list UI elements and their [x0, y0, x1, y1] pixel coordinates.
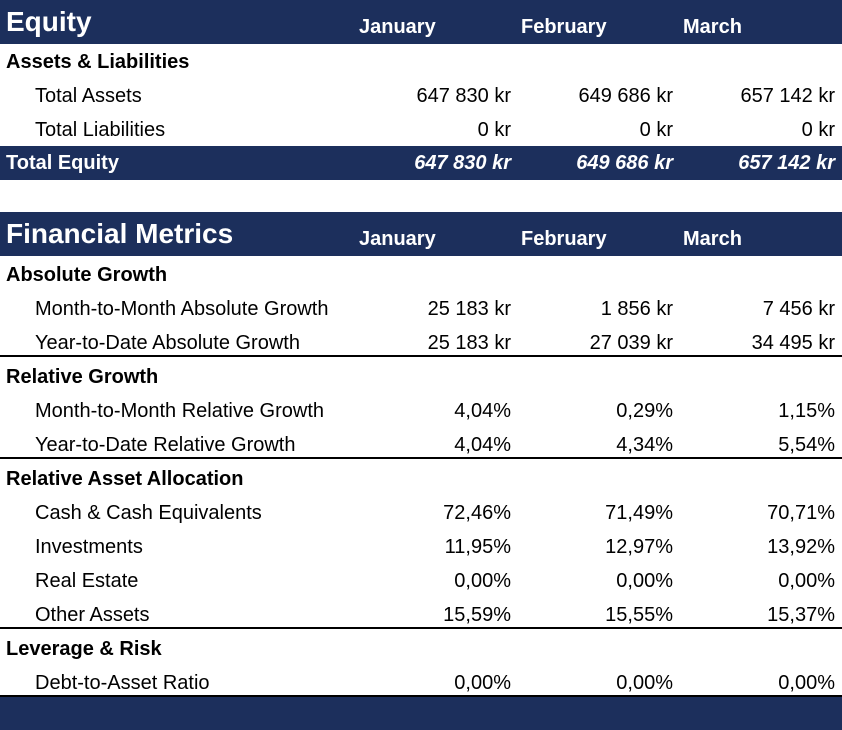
- value-march: 13,92%: [767, 536, 835, 558]
- value-february: 12,97%: [605, 536, 673, 558]
- row-label: Year-to-Date Relative Growth: [35, 434, 296, 456]
- section-title: Absolute Growth: [6, 264, 168, 286]
- value-january: 4,04%: [454, 434, 511, 456]
- equity-month-february: February: [521, 16, 607, 38]
- value-january: 72,46%: [443, 502, 511, 524]
- section-title: Relative Growth: [6, 366, 159, 388]
- value-february: 0,29%: [616, 400, 673, 422]
- value-march: 0 kr: [801, 119, 835, 141]
- value-march: 7 456 kr: [762, 298, 835, 320]
- section-row: Leverage & Risk: [0, 632, 842, 666]
- value-january: 4,04%: [454, 400, 511, 422]
- equity-title: Equity: [6, 6, 92, 37]
- equity-header: Equity January February March: [0, 0, 842, 44]
- total-equity-row: Total Equity 647 830 kr 649 686 kr 657 1…: [0, 146, 842, 180]
- value-february: 71,49%: [605, 502, 673, 524]
- section-divider: [0, 355, 842, 357]
- row-label: Month-to-Month Relative Growth: [35, 400, 325, 422]
- value-january: 25 183 kr: [427, 332, 511, 354]
- value-march: 657 142 kr: [740, 85, 835, 107]
- value-february: 27 039 kr: [589, 332, 673, 354]
- section-divider: [0, 457, 842, 459]
- table-row: Year-to-Date Relative Growth 4,04% 4,34%…: [0, 428, 842, 462]
- section-row: Assets & Liabilities: [0, 45, 842, 79]
- row-label: Investments: [35, 536, 143, 558]
- section-title: Relative Asset Allocation: [6, 468, 244, 490]
- metrics-title: Financial Metrics: [6, 218, 234, 249]
- total-value-february: 649 686 kr: [576, 152, 673, 174]
- table-row: Year-to-Date Absolute Growth 25 183 kr 2…: [0, 326, 842, 360]
- value-january: 0 kr: [477, 119, 511, 141]
- table-row: Total Assets 647 830 kr 649 686 kr 657 1…: [0, 79, 842, 113]
- value-march: 5,54%: [778, 434, 835, 456]
- table-row: Total Liabilities 0 kr 0 kr 0 kr: [0, 113, 842, 147]
- equity-month-march: March: [683, 16, 742, 38]
- value-january: 15,59%: [443, 604, 511, 626]
- value-february: 0,00%: [616, 570, 673, 592]
- metrics-month-march: March: [683, 228, 742, 250]
- total-equity-label: Total Equity: [6, 152, 119, 174]
- table-row: Debt-to-Asset Ratio 0,00% 0,00% 0,00%: [0, 666, 842, 700]
- table-row: Real Estate 0,00% 0,00% 0,00%: [0, 564, 842, 598]
- value-march: 0,00%: [778, 570, 835, 592]
- row-label: Other Assets: [35, 604, 150, 626]
- section-divider: [0, 627, 842, 629]
- equity-month-january: January: [359, 16, 436, 38]
- row-label: Debt-to-Asset Ratio: [35, 672, 210, 694]
- value-january: 11,95%: [444, 536, 511, 558]
- section-divider: [0, 695, 842, 697]
- value-february: 15,55%: [605, 604, 673, 626]
- value-march: 34 495 kr: [751, 332, 835, 354]
- table-row: Month-to-Month Relative Growth 4,04% 0,2…: [0, 394, 842, 428]
- table-row: Cash & Cash Equivalents 72,46% 71,49% 70…: [0, 496, 842, 530]
- row-label: Real Estate: [35, 570, 139, 592]
- section-title: Assets & Liabilities: [6, 51, 190, 73]
- value-february: 649 686 kr: [578, 85, 673, 107]
- section-title: Leverage & Risk: [6, 638, 162, 660]
- section-row: Relative Asset Allocation: [0, 462, 842, 496]
- value-march: 1,15%: [778, 400, 835, 422]
- row-label: Total Assets: [35, 85, 142, 107]
- metrics-month-january: January: [359, 228, 436, 250]
- value-january: 25 183 kr: [427, 298, 511, 320]
- row-label: Cash & Cash Equivalents: [35, 502, 262, 524]
- section-row: Absolute Growth: [0, 258, 842, 292]
- table-row: Month-to-Month Absolute Growth 25 183 kr…: [0, 292, 842, 326]
- metrics-header: Financial Metrics January February March: [0, 212, 842, 256]
- value-january: 0,00%: [454, 672, 511, 694]
- row-label: Year-to-Date Absolute Growth: [35, 332, 300, 354]
- table-row: Other Assets 15,59% 15,55% 15,37%: [0, 598, 842, 632]
- value-february: 0 kr: [639, 119, 673, 141]
- value-march: 15,37%: [767, 604, 835, 626]
- metrics-month-february: February: [521, 228, 607, 250]
- value-march: 0,00%: [778, 672, 835, 694]
- section-row: Relative Growth: [0, 360, 842, 394]
- metrics-footer-band: [0, 697, 842, 730]
- row-label: Month-to-Month Absolute Growth: [35, 298, 329, 320]
- total-value-march: 657 142 kr: [738, 152, 835, 174]
- value-february: 1 856 kr: [600, 298, 673, 320]
- table-row: Investments 11,95% 12,97% 13,92%: [0, 530, 842, 564]
- total-value-january: 647 830 kr: [414, 152, 511, 174]
- value-january: 0,00%: [454, 570, 511, 592]
- value-march: 70,71%: [767, 502, 835, 524]
- value-february: 0,00%: [616, 672, 673, 694]
- row-label: Total Liabilities: [35, 119, 166, 141]
- value-february: 4,34%: [616, 434, 673, 456]
- value-january: 647 830 kr: [416, 85, 511, 107]
